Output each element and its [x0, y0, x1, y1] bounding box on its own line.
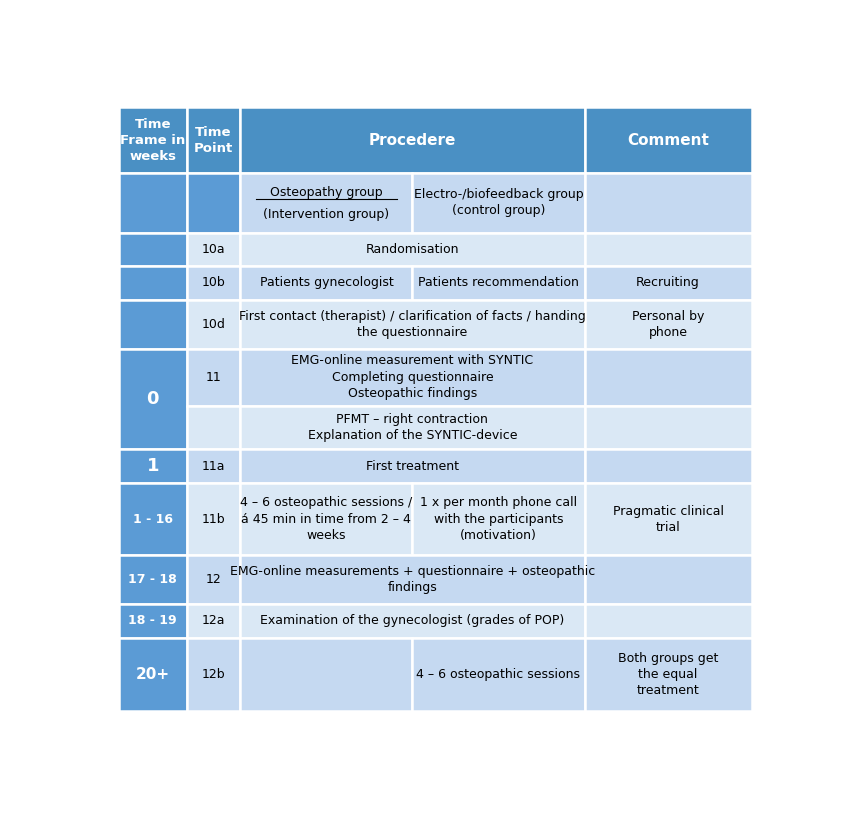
Bar	[187, 555, 240, 604]
Bar	[118, 555, 187, 604]
Bar	[240, 266, 413, 300]
Bar	[118, 483, 187, 555]
Bar	[240, 349, 585, 406]
Bar	[118, 233, 187, 266]
Text: 12a: 12a	[201, 615, 225, 628]
Bar	[187, 300, 240, 349]
Bar	[118, 266, 187, 300]
Bar	[187, 637, 240, 711]
Text: Osteopathy group: Osteopathy group	[270, 186, 382, 199]
Text: 11b: 11b	[201, 512, 225, 525]
Bar	[585, 349, 751, 406]
Bar	[585, 406, 751, 450]
Bar	[118, 450, 187, 483]
Text: Recruiting: Recruiting	[636, 276, 700, 289]
Bar	[240, 173, 413, 233]
Bar	[585, 450, 751, 483]
Text: EMG-online measurements + questionnaire + osteopathic
findings: EMG-online measurements + questionnaire …	[230, 565, 595, 594]
Text: First treatment: First treatment	[366, 459, 459, 472]
Bar	[585, 300, 751, 349]
Bar	[118, 300, 187, 349]
Bar	[240, 604, 585, 637]
Bar	[585, 555, 751, 604]
Bar	[240, 406, 585, 450]
Bar	[187, 266, 240, 300]
Text: Randomisation: Randomisation	[365, 243, 459, 256]
Text: 1: 1	[146, 457, 159, 475]
Text: Personal by
phone: Personal by phone	[632, 310, 704, 339]
Bar	[585, 637, 751, 711]
Bar	[118, 637, 187, 711]
Text: 11a: 11a	[201, 459, 225, 472]
Bar	[118, 173, 187, 233]
Text: Procedere: Procedere	[369, 133, 456, 147]
Text: Patients gynecologist: Patients gynecologist	[260, 276, 393, 289]
Bar	[187, 173, 240, 233]
Bar	[413, 637, 585, 711]
Bar	[585, 483, 751, 555]
Text: Pragmatic clinical
trial: Pragmatic clinical trial	[613, 505, 723, 533]
Text: Electro-/biofeedback group
(control group): Electro-/biofeedback group (control grou…	[414, 189, 583, 217]
Bar	[187, 450, 240, 483]
Text: 12: 12	[206, 573, 222, 586]
Text: Time
Frame in
weeks: Time Frame in weeks	[120, 118, 185, 163]
Bar	[118, 349, 187, 450]
Text: EMG-online measurement with SYNTIC
Completing questionnaire
Osteopathic findings: EMG-online measurement with SYNTIC Compl…	[291, 354, 534, 400]
Text: 4 – 6 osteopathic sessions /
á 45 min in time from 2 – 4
weeks: 4 – 6 osteopathic sessions / á 45 min in…	[240, 496, 413, 542]
Text: 11: 11	[206, 371, 222, 384]
Text: PFMT – right contraction
Explanation of the SYNTIC-device: PFMT – right contraction Explanation of …	[308, 413, 517, 442]
Text: 4 – 6 osteopathic sessions: 4 – 6 osteopathic sessions	[416, 667, 580, 680]
Bar	[240, 637, 413, 711]
Bar	[187, 406, 240, 450]
Text: Comment: Comment	[627, 133, 709, 147]
Text: Patients recommendation: Patients recommendation	[418, 276, 579, 289]
Text: 20+: 20+	[135, 667, 170, 682]
Bar	[240, 555, 585, 604]
Text: (Intervention group): (Intervention group)	[263, 208, 389, 220]
Bar	[413, 483, 585, 555]
Text: 0: 0	[146, 390, 159, 408]
Text: 10b: 10b	[201, 276, 225, 289]
Bar	[187, 349, 240, 406]
Bar	[240, 483, 413, 555]
Bar	[187, 604, 240, 637]
Bar	[187, 233, 240, 266]
Text: Time
Point: Time Point	[194, 125, 233, 154]
Bar	[413, 173, 585, 233]
Text: 17 - 18: 17 - 18	[129, 573, 177, 586]
Bar	[240, 450, 585, 483]
Bar	[240, 300, 585, 349]
Bar	[585, 266, 751, 300]
Bar	[413, 266, 585, 300]
Bar	[187, 107, 240, 173]
Bar	[585, 604, 751, 637]
Bar	[585, 107, 751, 173]
Text: Examination of the gynecologist (grades of POP): Examination of the gynecologist (grades …	[261, 615, 564, 628]
Text: 12b: 12b	[201, 667, 225, 680]
Bar	[585, 233, 751, 266]
Bar	[118, 604, 187, 637]
Text: Both groups get
the equal
treatment: Both groups get the equal treatment	[618, 652, 718, 697]
Text: First contact (therapist) / clarification of facts / handing
the questionnaire: First contact (therapist) / clarificatio…	[239, 310, 585, 339]
Bar	[118, 107, 187, 173]
Bar	[187, 483, 240, 555]
Text: 10d: 10d	[201, 318, 225, 331]
Text: 1 - 16: 1 - 16	[133, 512, 173, 525]
Text: 1 x per month phone call
with the participants
(motivation): 1 x per month phone call with the partic…	[420, 496, 577, 542]
Text: 18 - 19: 18 - 19	[129, 615, 177, 628]
Bar	[240, 107, 585, 173]
Bar	[585, 173, 751, 233]
Text: 10a: 10a	[201, 243, 225, 256]
Bar	[240, 233, 585, 266]
